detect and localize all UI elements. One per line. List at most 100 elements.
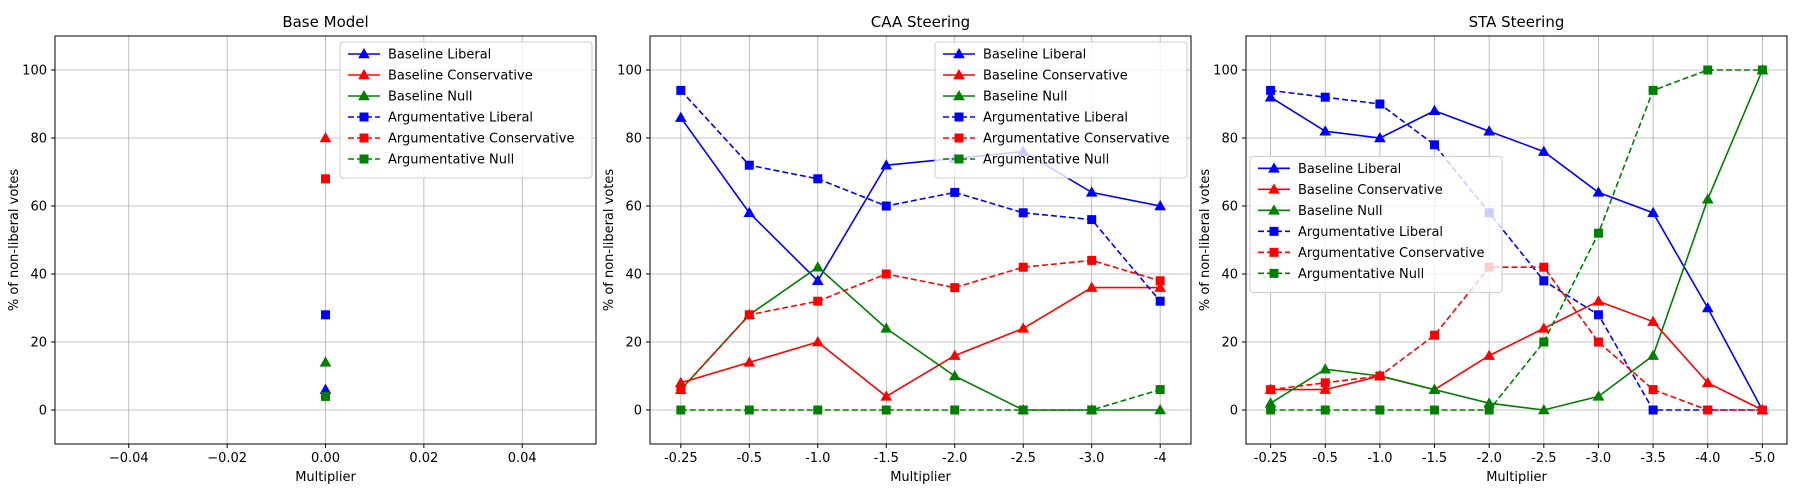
data-point — [743, 206, 756, 218]
x-tick-label: -4 — [1154, 451, 1167, 466]
legend-label: Argumentative Conservative — [983, 132, 1169, 147]
x-axis-label: Multiplier — [1486, 470, 1547, 485]
data-point — [1085, 281, 1098, 292]
legend-marker — [1269, 268, 1279, 278]
data-point — [1592, 186, 1605, 197]
data-point — [1155, 276, 1165, 286]
x-tick-label: -3.5 — [1640, 451, 1665, 466]
y-axis: 0 20 40 60 80 100 — [1213, 64, 1246, 419]
legend-frame — [934, 41, 1188, 179]
legend-label: Baseline Conservative — [388, 69, 533, 84]
y-tick-label: 60 — [1221, 200, 1238, 215]
x-axis: −0.04 −0.02 0.00 0.02 0.04 — [109, 444, 537, 466]
y-axis: 0 20 40 60 80 100 — [22, 64, 55, 419]
series-4 — [676, 255, 1165, 395]
data-point — [1266, 405, 1276, 415]
series-0 — [1264, 91, 1769, 415]
y-tick-label: 80 — [625, 132, 642, 147]
legend-marker — [1269, 226, 1279, 236]
data-point — [1320, 92, 1330, 102]
series-line — [1270, 96, 1764, 411]
legend-label: Baseline Liberal — [388, 48, 491, 63]
legend-frame — [1249, 155, 1503, 293]
data-point — [1017, 322, 1030, 333]
y-tick-label: 60 — [625, 200, 642, 215]
data-point — [811, 274, 824, 286]
x-tick-label: -3.0 — [1586, 451, 1611, 466]
data-point — [881, 269, 891, 279]
data-point — [676, 385, 686, 395]
data-point — [1757, 65, 1767, 75]
data-point — [744, 405, 754, 415]
series-group — [1264, 63, 1769, 415]
y-tick-label: 60 — [30, 200, 47, 215]
data-point — [1266, 85, 1276, 95]
x-tick-label: -1.5 — [1422, 451, 1447, 466]
legend-label: Baseline Null — [388, 90, 472, 105]
data-point — [813, 174, 823, 184]
data-point — [676, 405, 686, 415]
data-point — [1018, 262, 1028, 272]
y-tick-label: 0 — [39, 404, 47, 419]
legend-item: Argumentative Liberal — [943, 111, 1128, 126]
legend-label: Argumentative Liberal — [1298, 225, 1443, 240]
data-point — [321, 310, 330, 320]
data-point — [950, 405, 960, 415]
y-axis-label: % of non-liberal votes — [7, 169, 22, 312]
series-line — [1270, 69, 1764, 411]
x-tick-label: -5.0 — [1750, 451, 1775, 466]
data-point — [744, 310, 754, 320]
data-point — [811, 261, 824, 272]
y-tick-label: 100 — [1213, 64, 1238, 79]
legend-item: Argumentative Conservative — [943, 132, 1169, 147]
series-line — [1270, 89, 1763, 411]
data-point — [950, 283, 960, 293]
data-point — [744, 160, 754, 170]
data-point — [811, 335, 824, 347]
data-point — [1539, 262, 1549, 272]
y-tick-label: 100 — [617, 64, 642, 79]
legend: Baseline Liberal Baseline Conservative Bas… — [934, 41, 1188, 179]
data-point — [1537, 145, 1550, 156]
x-tick-label: -0.25 — [664, 451, 698, 466]
legend-label: Argumentative Null — [983, 153, 1109, 168]
data-point — [1154, 403, 1167, 415]
legend-marker — [358, 68, 370, 80]
legend-item: Baseline Conservative — [943, 69, 1128, 84]
series-1 — [674, 281, 1167, 401]
chart-title: STA Steering — [1469, 13, 1565, 31]
plot-frame — [1245, 35, 1788, 445]
data-point — [1087, 215, 1097, 225]
legend-item: Baseline Conservative — [348, 69, 533, 84]
x-tick-label: -0.25 — [1254, 451, 1288, 466]
data-point — [1155, 385, 1165, 395]
x-tick-label: 0.00 — [311, 451, 340, 466]
chart-title: CAA Steering — [871, 13, 970, 31]
data-point — [1648, 85, 1658, 95]
legend-marker — [953, 47, 965, 59]
x-axis-label: Multiplier — [890, 470, 951, 485]
chart-1: -0.25 -0.5 -1.0 -1.5 -2.0 -2.5 -3.0 -4 0 20 40 60 80… — [602, 13, 1192, 485]
data-point — [1592, 295, 1605, 306]
legend-item: Baseline Null — [943, 90, 1067, 105]
x-tick-label: -2.5 — [1011, 451, 1036, 466]
x-tick-label: -4.0 — [1695, 451, 1720, 466]
legend-item: Baseline Null — [348, 90, 472, 105]
data-point — [674, 111, 687, 122]
legend-item: Baseline Liberal — [348, 48, 491, 63]
chart-0: −0.04 −0.02 0.00 0.02 0.04 0 20 40 60 80 100 Base M… — [7, 13, 597, 485]
data-point — [1537, 322, 1550, 333]
legend-marker — [954, 154, 964, 164]
data-point — [1018, 405, 1028, 415]
legend-item: Baseline Liberal — [943, 48, 1086, 63]
data-point — [1757, 405, 1767, 415]
legend-item: Argumentative Null — [1258, 267, 1424, 282]
data-point — [1085, 186, 1098, 197]
data-point — [1539, 276, 1549, 286]
data-point — [321, 391, 330, 401]
legend-label: Baseline Conservative — [1298, 183, 1443, 198]
x-tick-label: -0.5 — [1313, 451, 1338, 466]
data-point — [1593, 310, 1603, 320]
legend-marker — [954, 133, 964, 143]
y-tick-label: 80 — [30, 132, 47, 147]
